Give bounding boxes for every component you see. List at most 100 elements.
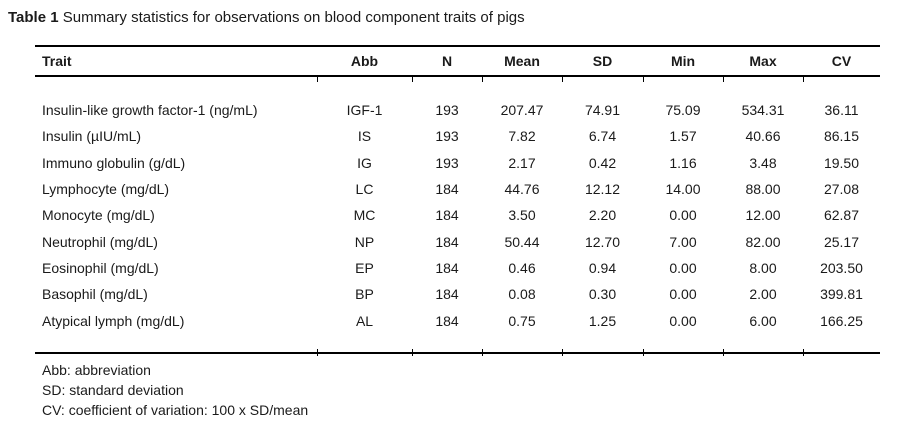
value-cell: 74.91 xyxy=(584,102,621,119)
header-rule xyxy=(35,75,880,82)
table-header-row: Trait Abb N Mean SD Min Max CV xyxy=(35,47,880,75)
header-cell-max: Max xyxy=(749,53,777,69)
value-cell: 40.66 xyxy=(745,128,781,145)
header-cell-sd: SD xyxy=(592,53,613,69)
column-tick xyxy=(317,348,319,356)
value-cell: 0.75 xyxy=(508,312,536,329)
value-cell: 50.44 xyxy=(504,233,540,250)
column-tick xyxy=(317,75,319,82)
table-row: Lymphocyte (mg/dL) LC 184 44.76 12.12 14.00 88… xyxy=(35,176,880,202)
column-tick xyxy=(643,348,645,356)
value-cell: 1.16 xyxy=(669,154,697,171)
table-caption: Table 1 Summary statistics for observati… xyxy=(0,0,897,45)
column-tick xyxy=(412,75,414,82)
value-cell: 2.17 xyxy=(508,154,536,171)
value-cell: 0.00 xyxy=(669,286,697,303)
value-cell: 88.00 xyxy=(745,181,781,198)
header-cell-n: N xyxy=(441,53,453,69)
value-cell: EP xyxy=(355,259,374,276)
column-tick xyxy=(643,75,645,82)
value-cell: 193 xyxy=(435,154,459,171)
header-spacer xyxy=(35,77,880,97)
footnote-cv: CV: coefficient of variation: 100 x SD/m… xyxy=(42,401,309,418)
value-cell: 203.50 xyxy=(820,259,863,276)
value-cell: 1.57 xyxy=(669,128,697,145)
value-cell: 0.94 xyxy=(588,259,617,276)
trait-cell: Immuno globulin (g/dL) xyxy=(42,154,186,171)
value-cell: 184 xyxy=(435,259,459,276)
table-body: Insulin-like growth factor-1 (ng/mL) IGF-… xyxy=(35,97,880,334)
value-cell: 399.81 xyxy=(820,286,863,303)
value-cell: 36.11 xyxy=(824,102,859,119)
value-cell: 0.46 xyxy=(508,259,536,276)
footnote-sd: SD: standard deviation xyxy=(42,381,184,398)
footnotes: Abb: abbreviation SD: standard deviation… xyxy=(42,360,897,420)
bottom-rule xyxy=(35,348,880,356)
value-cell: 0.00 xyxy=(669,259,697,276)
value-cell: 193 xyxy=(435,102,459,119)
value-cell: IGF-1 xyxy=(346,102,383,119)
value-cell: 184 xyxy=(435,312,459,329)
table-row: Neutrophil (mg/dL) NP 184 50.44 12.70 7.00 82.… xyxy=(35,228,880,254)
value-cell: 86.15 xyxy=(823,128,860,145)
column-tick xyxy=(562,75,564,82)
value-cell: 207.47 xyxy=(500,102,544,119)
trait-cell: Eosinophil (mg/dL) xyxy=(42,259,159,276)
table-row: Insulin-like growth factor-1 (ng/mL) IGF-… xyxy=(35,97,880,123)
column-tick xyxy=(723,348,725,356)
table-row: Immuno globulin (g/dL) IG 193 2.17 0.42 1.16 3… xyxy=(35,150,880,176)
value-cell: 19.50 xyxy=(823,154,860,171)
value-cell: NP xyxy=(354,233,375,250)
value-cell: IG xyxy=(357,154,372,171)
value-cell: 6.00 xyxy=(749,312,777,329)
value-cell: 193 xyxy=(435,128,459,145)
trait-cell: Atypical lymph (mg/dL) xyxy=(42,312,185,329)
value-cell: AL xyxy=(355,312,374,329)
value-cell: 1.25 xyxy=(588,312,617,329)
trait-cell: Insulin-like growth factor-1 (ng/mL) xyxy=(42,102,258,119)
table-caption-label: Table 1 xyxy=(8,9,59,26)
header-cell-abb: Abb xyxy=(350,53,379,69)
value-cell: 2.00 xyxy=(749,286,777,303)
value-cell: 27.08 xyxy=(823,181,860,198)
column-tick xyxy=(482,75,484,82)
table-row: Insulin (µIU/mL) IS 193 7.82 6.74 1.57 40.66 86… xyxy=(35,123,880,149)
header-cell-min: Min xyxy=(670,53,696,69)
value-cell: 62.87 xyxy=(823,207,860,224)
header-cell-mean: Mean xyxy=(504,53,540,69)
header-cell-cv: CV xyxy=(831,53,852,69)
trait-cell: Lymphocyte (mg/dL) xyxy=(42,181,170,198)
value-cell: 0.42 xyxy=(588,154,617,171)
value-cell: 0.00 xyxy=(669,207,697,224)
trait-cell: Basophil (mg/dL) xyxy=(42,286,148,303)
value-cell: 8.00 xyxy=(749,259,777,276)
table-row: Monocyte (mg/dL) MC 184 3.50 2.20 0.00 12.00 62… xyxy=(35,202,880,228)
bottom-spacer xyxy=(35,334,880,352)
value-cell: 7.00 xyxy=(669,233,697,250)
value-cell: LC xyxy=(355,181,374,198)
trait-cell: Insulin (µIU/mL) xyxy=(42,128,142,145)
summary-statistics-table: Trait Abb N Mean SD Min Max CV Insulin-like gro… xyxy=(35,45,880,356)
value-cell: 75.09 xyxy=(665,102,701,119)
value-cell: BP xyxy=(355,286,374,303)
value-cell: 44.76 xyxy=(504,181,540,198)
value-cell: 6.74 xyxy=(588,128,617,145)
value-cell: 0.00 xyxy=(669,312,697,329)
value-cell: IS xyxy=(357,128,372,145)
table-row: Atypical lymph (mg/dL) AL 184 0.75 1.25 0.00 6… xyxy=(35,307,880,333)
value-cell: 184 xyxy=(435,286,459,303)
column-tick xyxy=(482,348,484,356)
value-cell: 184 xyxy=(435,181,459,198)
value-cell: 12.00 xyxy=(745,207,781,224)
column-tick xyxy=(803,348,805,356)
column-tick xyxy=(562,348,564,356)
table-row: Basophil (mg/dL) BP 184 0.08 0.30 0.00 2.00 399… xyxy=(35,281,880,307)
value-cell: 12.12 xyxy=(584,181,621,198)
value-cell: 25.17 xyxy=(823,233,860,250)
trait-cell: Monocyte (mg/dL) xyxy=(42,207,155,224)
value-cell: 534.31 xyxy=(741,102,785,119)
column-tick xyxy=(723,75,725,82)
value-cell: 166.25 xyxy=(820,312,863,329)
value-cell: 3.50 xyxy=(508,207,536,224)
value-cell: 7.82 xyxy=(508,128,536,145)
